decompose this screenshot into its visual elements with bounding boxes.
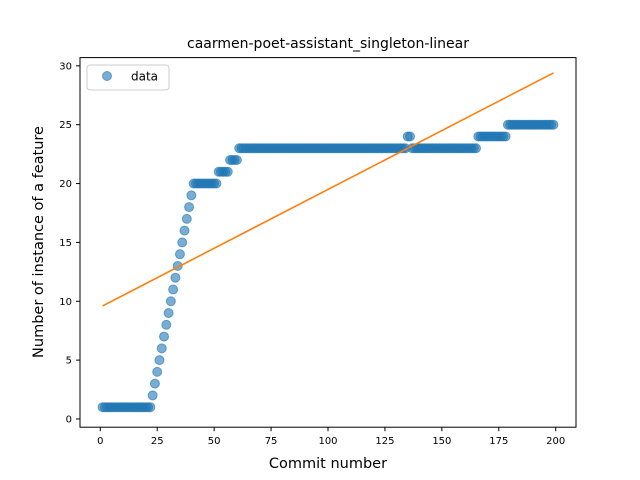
x-axis-label: Commit number [269, 456, 387, 472]
data-point [147, 390, 158, 401]
x-tick-label: 200 [546, 436, 565, 447]
y-axis-label: Number of instance of a feature [31, 126, 47, 358]
y-tick-label: 30 [59, 61, 72, 72]
data-point [145, 402, 156, 413]
data-point [177, 237, 188, 248]
data-point [186, 190, 197, 201]
data-point [179, 225, 190, 236]
y-axis: 0 5 10 15 20 25 30 [59, 61, 80, 425]
x-tick-label: 75 [265, 436, 278, 447]
x-tick-label: 175 [489, 436, 508, 447]
data-point [161, 319, 172, 330]
data-point [165, 296, 176, 307]
x-axis: 0 25 50 75 100 125 150 175 200 [97, 427, 565, 447]
data-point [159, 331, 170, 342]
legend-label: data [131, 70, 158, 84]
chart-title: caarmen-poet-assistant_singleton-linear [187, 36, 469, 52]
data-point [156, 343, 167, 354]
data-point [174, 249, 185, 260]
data-point [231, 155, 242, 166]
y-tick-label: 0 [66, 414, 72, 425]
data-point [154, 355, 165, 366]
data-point [152, 366, 163, 377]
legend: data [86, 64, 170, 91]
data-point [149, 378, 160, 389]
data-point [211, 178, 222, 189]
data-point [163, 308, 174, 319]
plot-area [97, 72, 559, 413]
data-point [471, 143, 482, 154]
data-point [548, 119, 559, 130]
y-tick-label: 20 [59, 179, 72, 190]
x-tick-label: 100 [318, 436, 337, 447]
data-point [181, 213, 192, 224]
x-tick-label: 150 [432, 436, 451, 447]
x-tick-label: 25 [151, 436, 164, 447]
legend-marker [102, 71, 112, 81]
data-point [170, 272, 181, 283]
data-point [184, 202, 195, 213]
data-point [404, 131, 415, 142]
y-tick-label: 25 [59, 120, 72, 131]
y-tick-label: 5 [66, 356, 72, 367]
x-tick-label: 0 [97, 436, 103, 447]
data-point [168, 284, 179, 295]
y-tick-label: 15 [59, 238, 72, 249]
data-point [500, 131, 511, 142]
data-point [222, 166, 233, 177]
fit-line [102, 72, 554, 307]
y-tick-label: 10 [59, 297, 72, 308]
x-tick-label: 50 [208, 436, 221, 447]
x-tick-label: 125 [375, 436, 394, 447]
